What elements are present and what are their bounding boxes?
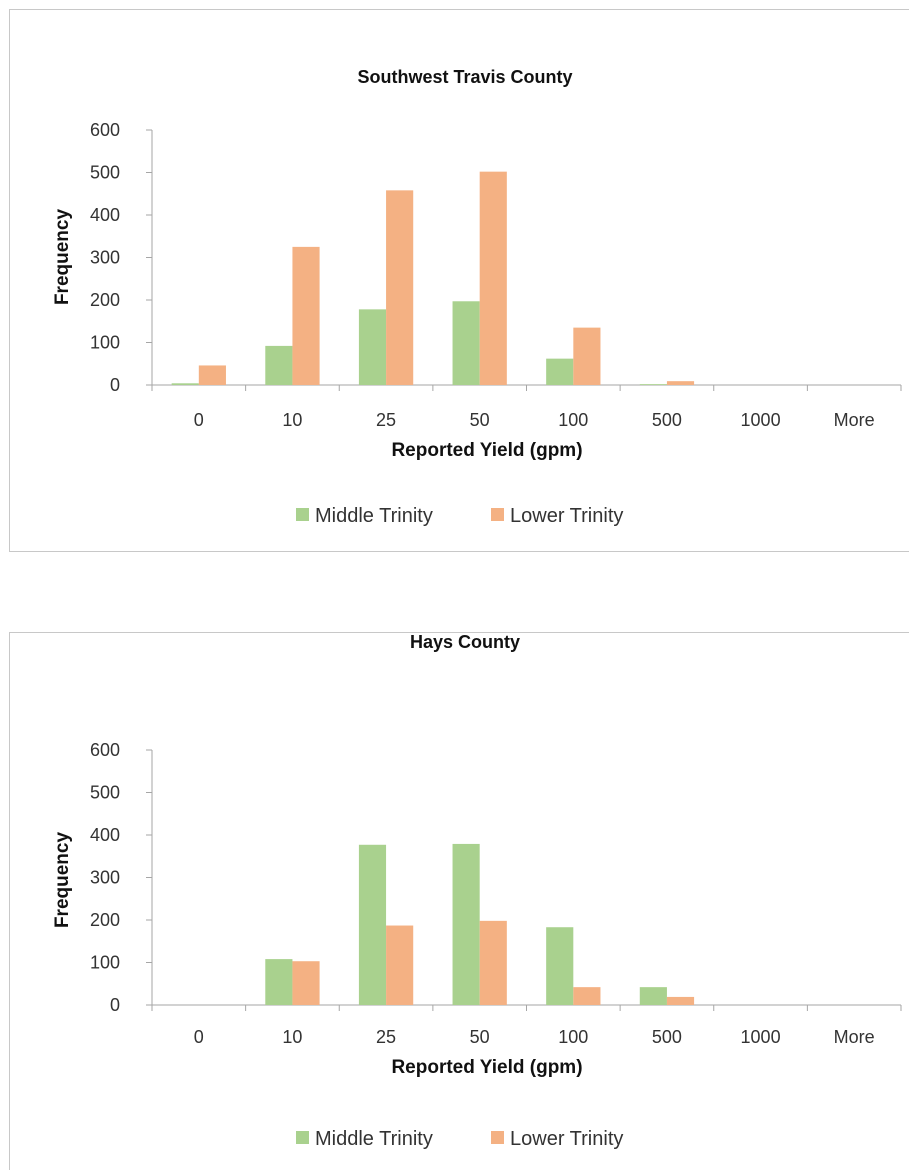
y-tick-label: 100 [90,333,120,353]
bar-middle-trinity [171,383,199,385]
y-tick-labels: 0 100 200 300 400 500 600 [90,120,120,395]
x-tick-label: 25 [376,1027,396,1047]
bar-middle-trinity [452,301,480,385]
y-tick-label: 400 [90,205,120,225]
x-tick-label: 0 [194,410,204,430]
x-tick-label: More [834,410,875,430]
x-tick-label: 25 [376,410,396,430]
x-tick-label: 500 [652,410,682,430]
y-tick-label: 200 [90,910,120,930]
bar-lower-trinity [292,961,320,1005]
x-tick-labels: 0 10 25 50 100 500 1000 More [194,410,875,430]
bar-middle-trinity [452,843,480,1005]
legend-swatch-middle-trinity [296,508,309,521]
chart-hays-county: Hays County Frequency Reported Yield (gp… [9,632,909,1170]
y-tick-label: 300 [90,248,120,268]
bars [265,843,695,1005]
legend-label-middle-trinity: Middle Trinity [315,1128,433,1150]
x-tick-label: 100 [558,410,588,430]
bar-lower-trinity [666,381,695,385]
bar-lower-trinity [386,925,414,1005]
x-tick-label: 50 [470,1027,490,1047]
y-tick-label: 600 [90,120,120,140]
bar-lower-trinity [479,171,507,385]
bar-lower-trinity [386,190,414,385]
bar-lower-trinity [198,365,226,385]
y-tick-label: 300 [90,868,120,888]
bar-middle-trinity [358,844,387,1005]
legend: Middle Trinity Lower Trinity [296,505,623,527]
x-tick-label: 10 [282,1027,302,1047]
x-tick-label: More [834,1027,875,1047]
y-tick-label: 600 [90,740,120,760]
legend-label-lower-trinity: Lower Trinity [510,505,623,527]
bar-lower-trinity [292,246,320,385]
legend-swatch-lower-trinity [491,1131,504,1144]
bar-middle-trinity [546,358,574,385]
y-axis-title: Frequency [52,832,73,929]
bar-lower-trinity [573,987,601,1005]
x-tick-label: 50 [470,410,490,430]
bar-middle-trinity [639,384,667,385]
bar-middle-trinity [546,927,574,1005]
legend-swatch-middle-trinity [296,1131,309,1144]
chart-title: Hays County [410,633,520,652]
bar-middle-trinity [265,345,293,385]
x-tick-label: 1000 [741,1027,781,1047]
x-tick-label: 1000 [741,410,781,430]
legend-label-lower-trinity: Lower Trinity [510,1128,623,1150]
x-tick-label: 0 [194,1027,204,1047]
x-tick-labels: 0 10 25 50 100 500 1000 More [194,1027,875,1047]
x-tick-label: 10 [282,410,302,430]
bar-middle-trinity [265,959,293,1005]
axes [146,129,902,391]
y-tick-label: 500 [90,783,120,803]
x-axis-title: Reported Yield (gpm) [391,440,582,461]
legend-swatch-lower-trinity [491,508,504,521]
chart-southwest-travis: Southwest Travis County Frequency Report… [9,9,909,552]
x-tick-label: 100 [558,1027,588,1047]
chart-title: Southwest Travis County [357,67,572,87]
bar-middle-trinity [358,309,387,385]
bar-middle-trinity [639,987,667,1005]
bars [171,171,695,385]
legend: Middle Trinity Lower Trinity [296,1128,623,1150]
bar-lower-trinity [573,327,601,385]
y-tick-label: 100 [90,953,120,973]
y-tick-label: 500 [90,163,120,183]
chart-svg: Southwest Travis County Frequency Report… [52,67,902,527]
x-axis-title: Reported Yield (gpm) [391,1057,582,1078]
x-tick-label: 500 [652,1027,682,1047]
axes [146,749,902,1011]
bar-lower-trinity [666,996,695,1005]
y-tick-label: 0 [110,375,120,395]
y-tick-label: 200 [90,290,120,310]
y-tick-label: 0 [110,995,120,1015]
y-tick-label: 400 [90,825,120,845]
bar-lower-trinity [479,920,507,1005]
y-tick-labels: 0 100 200 300 400 500 600 [90,740,120,1015]
chart-svg: Hays County Frequency Reported Yield (gp… [52,633,902,1150]
legend-label-middle-trinity: Middle Trinity [315,505,433,527]
y-axis-title: Frequency [52,209,73,306]
